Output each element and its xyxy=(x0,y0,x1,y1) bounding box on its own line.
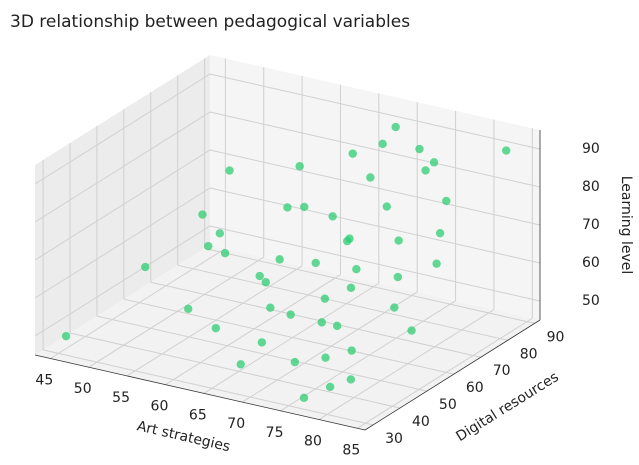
point xyxy=(391,122,400,132)
point xyxy=(421,166,430,175)
y-tick-label: 40 xyxy=(412,414,430,430)
point xyxy=(300,202,309,212)
point xyxy=(332,321,342,331)
x-tick-label: 55 xyxy=(112,390,130,406)
point xyxy=(442,196,451,206)
point xyxy=(257,338,267,347)
point xyxy=(255,271,264,281)
grid-line xyxy=(34,73,541,185)
x-axis-label: Art strategies xyxy=(135,418,231,455)
x-tick-label: 65 xyxy=(189,407,207,423)
grid-line xyxy=(34,225,541,337)
point xyxy=(366,173,375,182)
point xyxy=(283,203,292,212)
point xyxy=(382,202,391,211)
point xyxy=(266,303,275,312)
y-tick-label: 90 xyxy=(547,329,565,345)
y-tick-label: 70 xyxy=(493,363,511,379)
point xyxy=(299,393,309,403)
x-tick-label: 70 xyxy=(227,416,245,432)
x-tick-label: 80 xyxy=(304,434,322,450)
point xyxy=(311,258,320,268)
point xyxy=(295,162,304,171)
y-tick-label: 50 xyxy=(439,397,457,413)
x-tick-label: 75 xyxy=(266,425,284,441)
point xyxy=(346,375,356,384)
axis-line xyxy=(34,130,541,431)
point xyxy=(198,210,207,219)
point xyxy=(394,236,403,245)
x-tick-label: 60 xyxy=(151,399,169,415)
x-tick-label: 45 xyxy=(35,372,53,388)
point xyxy=(325,382,335,392)
point xyxy=(220,248,230,258)
point xyxy=(502,146,511,155)
point xyxy=(347,346,356,355)
point xyxy=(184,304,193,314)
point xyxy=(346,283,356,292)
point xyxy=(432,259,441,268)
z-axis-label: Learning level xyxy=(618,176,634,275)
z-tick-label: 80 xyxy=(582,179,600,195)
x-tick-label: 50 xyxy=(74,381,92,397)
point xyxy=(407,326,416,335)
y-tick-label: 60 xyxy=(466,380,484,396)
point xyxy=(290,357,300,367)
point xyxy=(215,229,225,238)
chart-title: 3D relationship between pedagogical vari… xyxy=(10,12,410,32)
point xyxy=(141,262,150,272)
point xyxy=(275,255,284,264)
point xyxy=(352,265,361,274)
z-tick-label: 70 xyxy=(582,217,600,233)
point xyxy=(321,353,330,362)
y-tick-label: 30 xyxy=(385,431,403,447)
z-tick-label: 90 xyxy=(582,141,600,157)
point xyxy=(328,212,337,221)
point xyxy=(236,360,245,369)
point xyxy=(204,241,213,251)
point xyxy=(378,139,387,149)
point xyxy=(415,144,424,154)
point xyxy=(348,149,357,158)
y-tick-label: 80 xyxy=(520,346,538,362)
point xyxy=(211,323,221,333)
z-tick-label: 50 xyxy=(582,293,600,309)
grid-line xyxy=(34,111,541,223)
z-tick-label: 60 xyxy=(582,255,600,271)
point xyxy=(429,158,439,167)
point xyxy=(393,272,403,282)
point xyxy=(435,228,445,238)
point xyxy=(345,234,354,243)
point xyxy=(225,166,234,175)
point xyxy=(261,278,270,287)
point xyxy=(390,303,399,312)
point xyxy=(61,331,71,341)
x-tick-label: 85 xyxy=(342,442,360,458)
point xyxy=(286,310,295,319)
grid-line xyxy=(34,149,541,261)
floor-pane xyxy=(35,245,540,430)
point xyxy=(317,318,326,327)
grid-line xyxy=(34,187,541,299)
point xyxy=(320,294,330,303)
